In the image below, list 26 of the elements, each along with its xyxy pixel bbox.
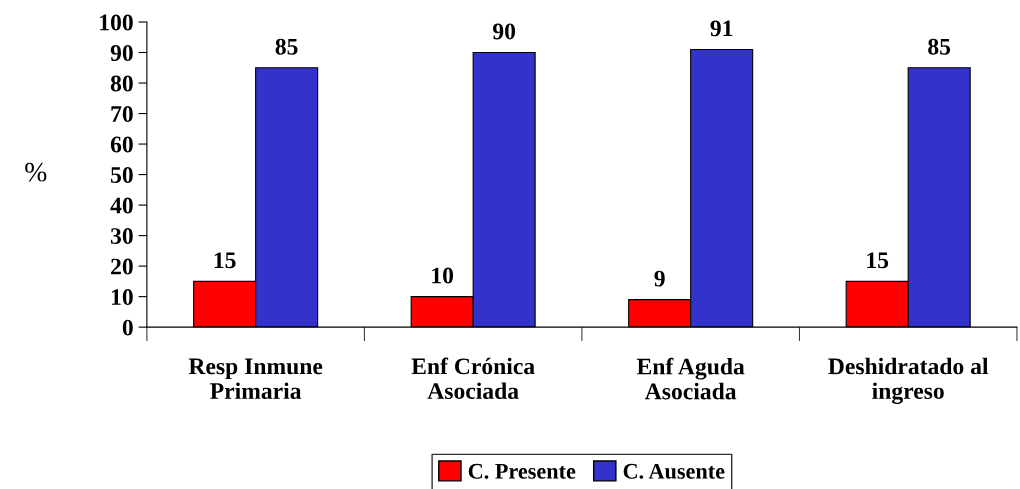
data-label: 90 — [492, 23, 516, 40]
x-tick-label: Resp Inmune Primaria — [188, 358, 323, 399]
y-tick-label: 0 — [122, 319, 133, 336]
y-tick-label: 100 — [100, 14, 133, 31]
data-label: 15 — [214, 252, 236, 269]
y-tick-label: 30 — [110, 228, 133, 245]
legend-label: C. Ausente — [623, 463, 725, 479]
data-label: 85 — [928, 38, 951, 55]
y-axis-title: % — [25, 162, 47, 182]
legend-label: C. Presente — [468, 463, 576, 479]
x-tick-label: Deshidratado al ingreso — [828, 357, 989, 404]
data-label: 85 — [275, 38, 298, 55]
data-label: 10 — [432, 267, 454, 284]
x-tick-label: Enf Aguda Asociada — [636, 357, 745, 400]
x-tick-label: Enf Crónica Asociada — [411, 357, 535, 399]
data-label: 91 — [710, 20, 733, 37]
y-tick-label: 90 — [110, 45, 133, 61]
y-tick-label: 50 — [111, 167, 133, 183]
y-tick-label: 60 — [110, 136, 133, 153]
y-tick-label: 20 — [111, 258, 133, 275]
y-tick-label: 70 — [111, 106, 133, 122]
y-tick-label: 10 — [111, 289, 133, 306]
y-tick-label: 80 — [110, 75, 133, 92]
data-label: 15 — [867, 252, 889, 269]
y-tick-label: 40 — [110, 197, 133, 214]
data-label: 9 — [654, 270, 665, 287]
